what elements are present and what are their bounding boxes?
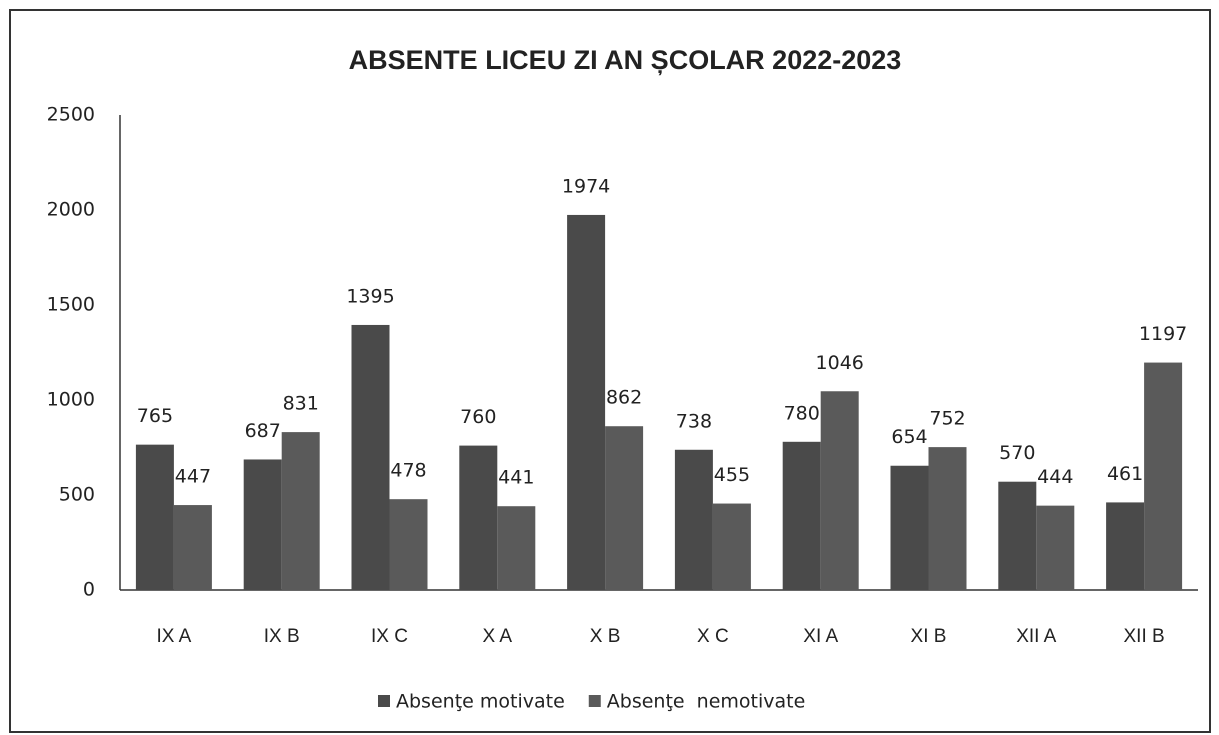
bar [389, 499, 428, 590]
data-label: 654 [891, 426, 927, 448]
chart-frame [9, 9, 1211, 733]
bar [135, 444, 174, 590]
data-label: 862 [606, 387, 642, 409]
bar [1144, 362, 1183, 590]
x-tick-label: X A [483, 626, 513, 647]
legend-swatch [378, 695, 390, 707]
x-tick-label: IX B [264, 626, 300, 647]
x-tick-label: IX C [371, 626, 408, 647]
data-label: 780 [784, 402, 820, 424]
bar [173, 505, 212, 590]
bar [459, 445, 498, 590]
data-label: 461 [1107, 463, 1143, 485]
legend-label: Absenţe nemotivate [607, 691, 806, 713]
bar [605, 426, 644, 590]
data-label: 570 [999, 442, 1035, 464]
y-tick-label: 500 [59, 484, 95, 506]
data-label: 441 [498, 467, 534, 489]
bar [351, 324, 390, 590]
x-tick-label: XII B [1124, 626, 1165, 647]
y-tick-label: 0 [83, 579, 95, 601]
data-label: 831 [283, 393, 319, 415]
data-label: 447 [175, 466, 211, 488]
y-tick-label: 2000 [47, 199, 95, 221]
bar [890, 465, 929, 590]
chart-title: ABSENTE LICEU ZI AN ȘCOLAR 2022-2023 [349, 45, 902, 75]
data-label: 687 [245, 420, 281, 442]
data-label: 1974 [562, 175, 610, 197]
x-tick-label: XI A [803, 626, 838, 647]
legend-swatch [588, 695, 601, 707]
data-label: 738 [676, 410, 712, 432]
bar [928, 447, 967, 590]
bar [820, 391, 859, 590]
bar [243, 459, 282, 590]
data-label: 444 [1037, 466, 1073, 488]
data-label: 1395 [346, 285, 394, 307]
data-label: 760 [460, 406, 496, 428]
data-label: 1197 [1139, 323, 1187, 345]
bar [497, 506, 536, 590]
data-label: 1046 [816, 352, 864, 374]
data-label: 455 [714, 464, 750, 486]
bar [567, 214, 606, 590]
y-tick-label: 1000 [47, 389, 95, 411]
x-tick-label: X C [697, 626, 729, 647]
bar [1106, 502, 1145, 590]
bar [1036, 505, 1075, 590]
data-label: 478 [390, 460, 426, 482]
bar [782, 441, 821, 590]
x-tick-label: IX A [156, 626, 191, 647]
y-tick-label: 1500 [47, 294, 95, 316]
bar [998, 481, 1037, 590]
bar [712, 503, 751, 590]
data-label: 752 [929, 408, 965, 430]
x-tick-label: XI B [911, 626, 947, 647]
bar [674, 449, 713, 590]
x-tick-label: XII A [1016, 626, 1056, 647]
legend-label: Absenţe motivate [396, 691, 565, 713]
y-tick-label: 2500 [47, 104, 95, 126]
x-tick-label: X B [590, 626, 621, 647]
data-label: 765 [137, 405, 173, 427]
bar [281, 432, 320, 590]
